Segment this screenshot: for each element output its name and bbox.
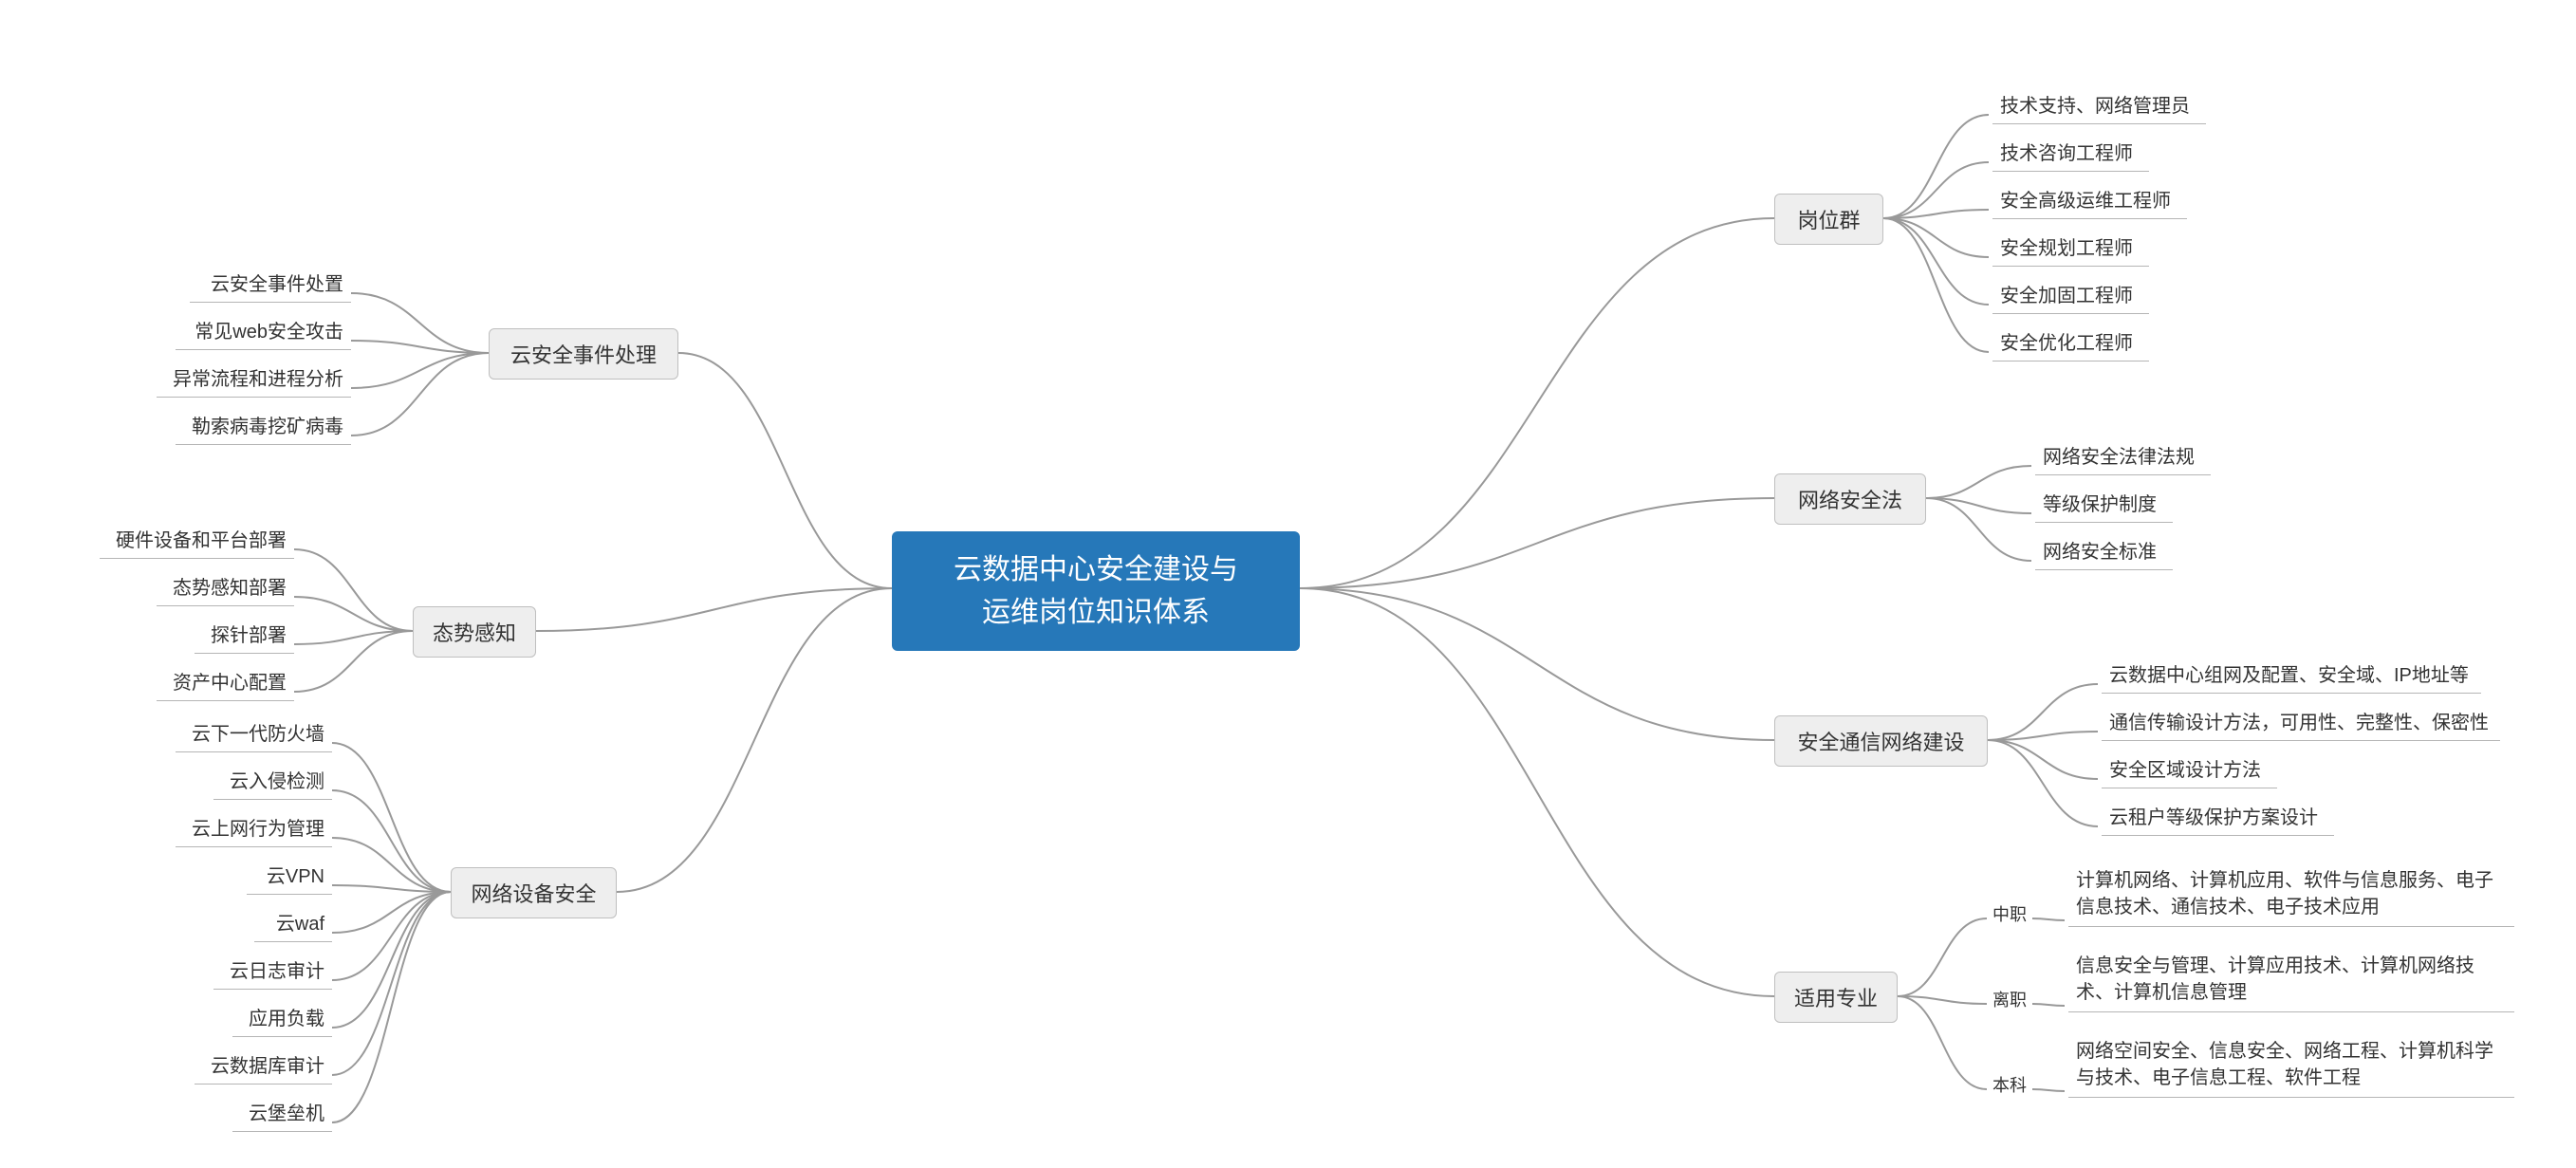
leaf-situational-awareness-3: 资产中心配置	[157, 663, 294, 701]
leaf-network-device-sec-5: 云日志审计	[213, 952, 332, 990]
leaf-positions-4: 安全加固工程师	[1992, 276, 2149, 314]
leaf-situational-awareness-0: 硬件设备和平台部署	[100, 521, 294, 559]
root-node: 云数据中心安全建设与 运维岗位知识体系	[892, 531, 1300, 651]
leaf-net-sec-law-0: 网络安全法律法规	[2035, 437, 2211, 475]
leaf-majors-0: 计算机网络、计算机应用、软件与信息服务、电子信息技术、通信技术、电子技术应用	[2068, 863, 2514, 927]
leaf-network-device-sec-3: 云VPN	[247, 857, 332, 895]
leaf-sec-comm-network-0: 云数据中心组网及配置、安全域、IP地址等	[2102, 656, 2481, 694]
leaf-positions-5: 安全优化工程师	[1992, 324, 2149, 362]
leaf-network-device-sec-8: 云堡垒机	[232, 1094, 332, 1132]
leaf-network-device-sec-4: 云waf	[254, 904, 332, 942]
leaf-network-device-sec-0: 云下一代防火墙	[176, 714, 332, 752]
leaf-positions-3: 安全规划工程师	[1992, 229, 2149, 267]
leaf-cloud-sec-incident-3: 勒索病毒挖矿病毒	[176, 407, 351, 445]
branch-sec-comm-network: 安全通信网络建设	[1774, 715, 1988, 767]
leaf-sec-comm-network-2: 安全区域设计方法	[2102, 751, 2277, 788]
branch-net-sec-law: 网络安全法	[1774, 473, 1926, 525]
leaf-majors-2: 网络空间安全、信息安全、网络工程、计算机科学与技术、电子信息工程、软件工程	[2068, 1034, 2514, 1098]
leaf-positions-1: 技术咨询工程师	[1992, 134, 2149, 172]
branch-majors: 适用专业	[1774, 972, 1898, 1023]
leaf-positions-2: 安全高级运维工程师	[1992, 181, 2187, 219]
branch-cloud-sec-incident: 云安全事件处理	[489, 328, 678, 380]
leaf-net-sec-law-2: 网络安全标准	[2035, 532, 2173, 570]
leaf-network-device-sec-1: 云入侵检测	[213, 762, 332, 800]
leaf-sec-comm-network-3: 云租户等级保护方案设计	[2102, 798, 2334, 836]
branch-situational-awareness: 态势感知	[413, 606, 536, 658]
sublabel-majors-2: 本科	[1992, 1072, 2027, 1097]
leaf-network-device-sec-7: 云数据库审计	[195, 1047, 332, 1085]
leaf-situational-awareness-1: 态势感知部署	[157, 568, 294, 606]
leaf-network-device-sec-6: 应用负载	[232, 999, 332, 1037]
sublabel-majors-0: 中职	[1992, 901, 2027, 926]
leaf-cloud-sec-incident-0: 云安全事件处置	[190, 265, 351, 303]
leaf-positions-0: 技术支持、网络管理员	[1992, 86, 2206, 124]
leaf-cloud-sec-incident-1: 常见web安全攻击	[176, 312, 351, 350]
leaf-cloud-sec-incident-2: 异常流程和进程分析	[157, 360, 351, 398]
leaf-situational-awareness-2: 探针部署	[195, 616, 294, 654]
branch-network-device-sec: 网络设备安全	[451, 867, 617, 918]
leaf-majors-1: 信息安全与管理、计算应用技术、计算机网络技术、计算机信息管理	[2068, 949, 2514, 1012]
leaf-sec-comm-network-1: 通信传输设计方法，可用性、完整性、保密性	[2102, 703, 2500, 741]
leaf-net-sec-law-1: 等级保护制度	[2035, 485, 2173, 523]
sublabel-majors-1: 离职	[1992, 987, 2027, 1011]
leaf-network-device-sec-2: 云上网行为管理	[176, 809, 332, 847]
branch-positions: 岗位群	[1774, 194, 1883, 245]
